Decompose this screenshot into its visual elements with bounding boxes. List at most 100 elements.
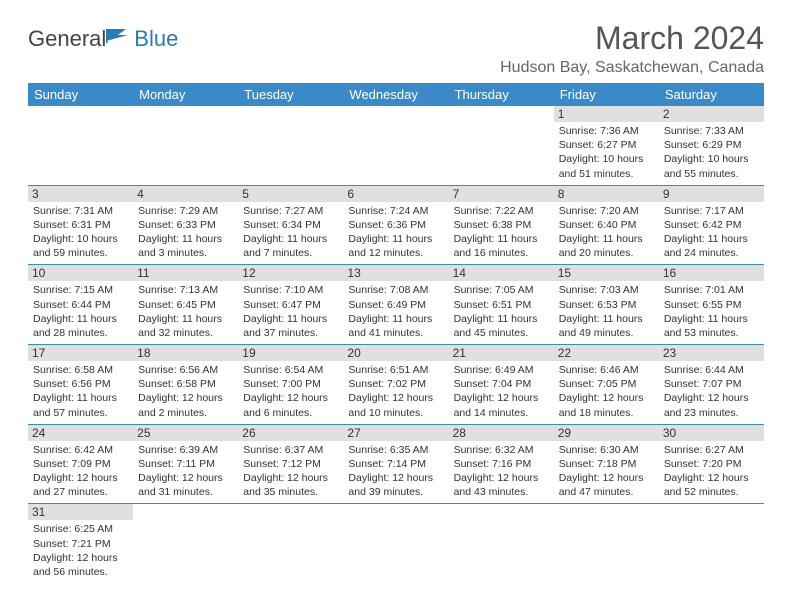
daylight-text: Daylight: 12 hours and 27 minutes. — [33, 471, 128, 499]
daylight-text: Daylight: 12 hours and 6 minutes. — [243, 391, 338, 419]
calendar-row: 24Sunrise: 6:42 AMSunset: 7:09 PMDayligh… — [28, 424, 764, 504]
sunrise-text: Sunrise: 7:13 AM — [138, 283, 233, 297]
daylight-text: Daylight: 12 hours and 31 minutes. — [138, 471, 233, 499]
sunset-text: Sunset: 6:42 PM — [664, 218, 759, 232]
day-number: 29 — [554, 425, 659, 441]
calendar-cell: 20Sunrise: 6:51 AMSunset: 7:02 PMDayligh… — [343, 345, 448, 425]
calendar-row: 10Sunrise: 7:15 AMSunset: 6:44 PMDayligh… — [28, 265, 764, 345]
daylight-text: Daylight: 11 hours and 28 minutes. — [33, 312, 128, 340]
sunset-text: Sunset: 7:16 PM — [454, 457, 549, 471]
sunset-text: Sunset: 6:44 PM — [33, 298, 128, 312]
logo-text-blue: Blue — [134, 26, 178, 52]
calendar-cell: 4Sunrise: 7:29 AMSunset: 6:33 PMDaylight… — [133, 185, 238, 265]
calendar-cell: 13Sunrise: 7:08 AMSunset: 6:49 PMDayligh… — [343, 265, 448, 345]
sunrise-text: Sunrise: 7:05 AM — [454, 283, 549, 297]
sunset-text: Sunset: 7:07 PM — [664, 377, 759, 391]
day-number: 9 — [659, 186, 764, 202]
weekday-header: Wednesday — [343, 83, 448, 106]
sunrise-text: Sunrise: 6:54 AM — [243, 363, 338, 377]
sunrise-text: Sunrise: 6:32 AM — [454, 443, 549, 457]
daylight-text: Daylight: 10 hours and 55 minutes. — [664, 152, 759, 180]
sunrise-text: Sunrise: 6:56 AM — [138, 363, 233, 377]
calendar-cell — [238, 504, 343, 583]
daylight-text: Daylight: 10 hours and 51 minutes. — [559, 152, 654, 180]
calendar-cell: 12Sunrise: 7:10 AMSunset: 6:47 PMDayligh… — [238, 265, 343, 345]
daylight-text: Daylight: 11 hours and 20 minutes. — [559, 232, 654, 260]
day-number: 8 — [554, 186, 659, 202]
calendar-cell: 31Sunrise: 6:25 AMSunset: 7:21 PMDayligh… — [28, 504, 133, 583]
daylight-text: Daylight: 12 hours and 2 minutes. — [138, 391, 233, 419]
sunset-text: Sunset: 7:05 PM — [559, 377, 654, 391]
calendar-cell — [449, 106, 554, 185]
sunset-text: Sunset: 6:49 PM — [348, 298, 443, 312]
sunset-text: Sunset: 6:38 PM — [454, 218, 549, 232]
sunrise-text: Sunrise: 7:01 AM — [664, 283, 759, 297]
daylight-text: Daylight: 12 hours and 18 minutes. — [559, 391, 654, 419]
calendar-cell: 28Sunrise: 6:32 AMSunset: 7:16 PMDayligh… — [449, 424, 554, 504]
calendar-cell — [449, 504, 554, 583]
weekday-header: Monday — [133, 83, 238, 106]
day-number: 19 — [238, 345, 343, 361]
calendar-cell — [133, 504, 238, 583]
day-number: 21 — [449, 345, 554, 361]
calendar-cell: 24Sunrise: 6:42 AMSunset: 7:09 PMDayligh… — [28, 424, 133, 504]
logo-text-general: General — [28, 26, 106, 52]
calendar-cell: 11 Sunrise: 7:13 AMSunset: 6:45 PMDayligh… — [133, 265, 238, 345]
calendar-row: 3Sunrise: 7:31 AMSunset: 6:31 PMDaylight… — [28, 185, 764, 265]
calendar-table: Sunday Monday Tuesday Wednesday Thursday… — [28, 83, 764, 583]
calendar-cell: 7Sunrise: 7:22 AMSunset: 6:38 PMDaylight… — [449, 185, 554, 265]
sunrise-text: Sunrise: 6:49 AM — [454, 363, 549, 377]
day-number: 6 — [343, 186, 448, 202]
sunset-text: Sunset: 6:45 PM — [138, 298, 233, 312]
logo: General Blue — [28, 26, 178, 52]
calendar-cell — [343, 106, 448, 185]
sunrise-text: Sunrise: 6:44 AM — [664, 363, 759, 377]
day-number: 25 — [133, 425, 238, 441]
weekday-header: Thursday — [449, 83, 554, 106]
sunset-text: Sunset: 7:14 PM — [348, 457, 443, 471]
calendar-cell: 5Sunrise: 7:27 AMSunset: 6:34 PMDaylight… — [238, 185, 343, 265]
daylight-text: Daylight: 12 hours and 10 minutes. — [348, 391, 443, 419]
calendar-cell: 25Sunrise: 6:39 AMSunset: 7:11 PMDayligh… — [133, 424, 238, 504]
header: General Blue March 2024 Hudson Bay, Sask… — [28, 20, 764, 77]
calendar-cell: 27Sunrise: 6:35 AMSunset: 7:14 PMDayligh… — [343, 424, 448, 504]
calendar-cell — [28, 106, 133, 185]
sunrise-text: Sunrise: 6:42 AM — [33, 443, 128, 457]
calendar-cell — [238, 106, 343, 185]
day-number: 1 — [554, 106, 659, 122]
calendar-cell: 1Sunrise: 7:36 AMSunset: 6:27 PMDaylight… — [554, 106, 659, 185]
calendar-row: 1Sunrise: 7:36 AMSunset: 6:27 PMDaylight… — [28, 106, 764, 185]
daylight-text: Daylight: 12 hours and 39 minutes. — [348, 471, 443, 499]
calendar-cell — [343, 504, 448, 583]
sunset-text: Sunset: 6:58 PM — [138, 377, 233, 391]
month-title: March 2024 — [500, 20, 764, 57]
day-number: 18 — [133, 345, 238, 361]
daylight-text: Daylight: 11 hours and 41 minutes. — [348, 312, 443, 340]
day-number: 30 — [659, 425, 764, 441]
sunrise-text: Sunrise: 7:33 AM — [664, 124, 759, 138]
sunrise-text: Sunrise: 7:24 AM — [348, 204, 443, 218]
sunset-text: Sunset: 7:20 PM — [664, 457, 759, 471]
daylight-text: Daylight: 11 hours and 37 minutes. — [243, 312, 338, 340]
sunrise-text: Sunrise: 6:46 AM — [559, 363, 654, 377]
daylight-text: Daylight: 11 hours and 3 minutes. — [138, 232, 233, 260]
weekday-header: Sunday — [28, 83, 133, 106]
daylight-text: Daylight: 11 hours and 32 minutes. — [138, 312, 233, 340]
daylight-text: Daylight: 11 hours and 12 minutes. — [348, 232, 443, 260]
sunrise-text: Sunrise: 7:20 AM — [559, 204, 654, 218]
calendar-row: 31Sunrise: 6:25 AMSunset: 7:21 PMDayligh… — [28, 504, 764, 583]
sunrise-text: Sunrise: 7:22 AM — [454, 204, 549, 218]
sunset-text: Sunset: 6:55 PM — [664, 298, 759, 312]
day-number: 20 — [343, 345, 448, 361]
calendar-cell — [133, 106, 238, 185]
calendar-page: General Blue March 2024 Hudson Bay, Sask… — [0, 0, 792, 603]
sunrise-text: Sunrise: 6:51 AM — [348, 363, 443, 377]
day-number: 11 — [133, 265, 238, 281]
sunset-text: Sunset: 7:12 PM — [243, 457, 338, 471]
sunset-text: Sunset: 7:09 PM — [33, 457, 128, 471]
weekday-header: Tuesday — [238, 83, 343, 106]
calendar-cell: 16Sunrise: 7:01 AMSunset: 6:55 PMDayligh… — [659, 265, 764, 345]
sunset-text: Sunset: 7:21 PM — [33, 537, 128, 551]
sunset-text: Sunset: 6:36 PM — [348, 218, 443, 232]
weekday-header: Friday — [554, 83, 659, 106]
